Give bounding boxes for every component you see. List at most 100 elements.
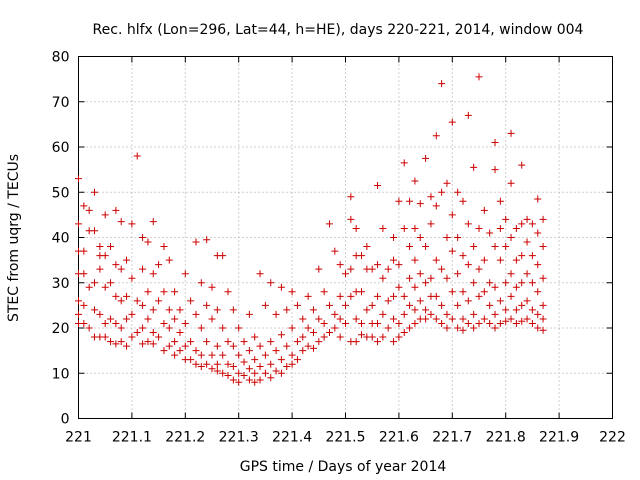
data-point xyxy=(256,342,264,350)
data-point xyxy=(502,215,510,223)
data-point xyxy=(176,329,184,337)
data-point xyxy=(293,301,301,309)
data-point xyxy=(75,310,82,318)
data-point xyxy=(358,331,366,339)
data-point xyxy=(406,197,414,205)
data-point xyxy=(75,175,82,183)
data-point xyxy=(192,310,200,318)
data-point xyxy=(277,356,285,364)
data-point xyxy=(518,220,526,228)
data-point xyxy=(85,324,93,332)
data-point xyxy=(406,274,414,282)
y-tick-label: 30 xyxy=(52,276,70,292)
data-point xyxy=(475,265,483,273)
data-point xyxy=(165,324,173,332)
data-point xyxy=(454,270,462,278)
data-point xyxy=(496,197,504,205)
data-point xyxy=(358,288,366,296)
data-point xyxy=(229,342,237,350)
data-point xyxy=(523,297,531,305)
data-point xyxy=(480,256,488,264)
data-point xyxy=(390,292,398,300)
data-point xyxy=(171,315,179,323)
data-point xyxy=(160,288,168,296)
data-point xyxy=(299,347,307,355)
data-point xyxy=(331,310,339,318)
data-point xyxy=(379,333,387,341)
y-tick-label: 20 xyxy=(52,321,70,337)
x-tick-label: 221.9 xyxy=(539,430,579,446)
data-point xyxy=(155,261,163,269)
data-point xyxy=(390,315,398,323)
data-point xyxy=(491,310,499,318)
data-point xyxy=(459,326,467,334)
data-point xyxy=(395,197,403,205)
data-point xyxy=(363,243,371,251)
data-point xyxy=(101,252,109,260)
data-point xyxy=(288,351,296,359)
data-point xyxy=(491,166,499,174)
data-point xyxy=(336,261,344,269)
data-point xyxy=(272,367,280,375)
data-point xyxy=(336,315,344,323)
data-point xyxy=(123,292,131,300)
data-point xyxy=(80,247,88,255)
data-point xyxy=(336,333,344,341)
data-point xyxy=(149,270,157,278)
data-point xyxy=(91,279,99,287)
data-point xyxy=(459,252,467,260)
data-point xyxy=(176,347,184,355)
data-point xyxy=(133,297,141,305)
data-point xyxy=(171,288,179,296)
data-point xyxy=(213,360,221,368)
data-point xyxy=(523,238,531,246)
data-point xyxy=(235,369,243,377)
x-tick-label: 221.6 xyxy=(379,430,419,446)
data-point xyxy=(309,306,317,314)
data-point xyxy=(411,283,419,291)
data-point xyxy=(411,256,419,264)
data-point xyxy=(523,270,531,278)
data-point xyxy=(352,338,360,346)
data-point xyxy=(325,329,333,337)
data-point xyxy=(91,227,99,235)
data-point xyxy=(422,279,430,287)
data-point xyxy=(139,301,147,309)
data-point xyxy=(181,342,189,350)
data-point xyxy=(251,333,259,341)
data-point xyxy=(342,301,349,309)
data-point xyxy=(427,274,435,282)
data-point xyxy=(245,365,253,373)
data-point xyxy=(395,319,403,327)
data-point xyxy=(368,301,376,309)
data-point xyxy=(528,252,536,260)
data-point xyxy=(192,360,200,368)
y-tick-label: 50 xyxy=(52,185,70,201)
data-point xyxy=(144,338,152,346)
data-point xyxy=(203,338,211,346)
data-point xyxy=(475,292,483,300)
x-tick-label: 221.7 xyxy=(432,430,472,446)
data-point xyxy=(91,306,99,314)
data-point xyxy=(197,279,205,287)
data-point xyxy=(486,319,494,327)
data-point xyxy=(470,310,478,318)
data-point xyxy=(75,220,82,228)
data-point xyxy=(293,356,301,364)
x-tick-label: 221.3 xyxy=(219,430,259,446)
data-point xyxy=(507,315,515,323)
data-point xyxy=(406,324,414,332)
data-point xyxy=(507,234,515,241)
data-point xyxy=(347,292,355,300)
data-point xyxy=(315,265,323,273)
data-point xyxy=(123,315,131,323)
data-point xyxy=(181,270,189,278)
data-point xyxy=(358,319,366,327)
data-point xyxy=(219,351,227,359)
data-point xyxy=(400,159,408,167)
data-point xyxy=(208,315,216,323)
data-point xyxy=(438,80,446,88)
data-point xyxy=(160,243,168,251)
data-point xyxy=(176,306,184,314)
